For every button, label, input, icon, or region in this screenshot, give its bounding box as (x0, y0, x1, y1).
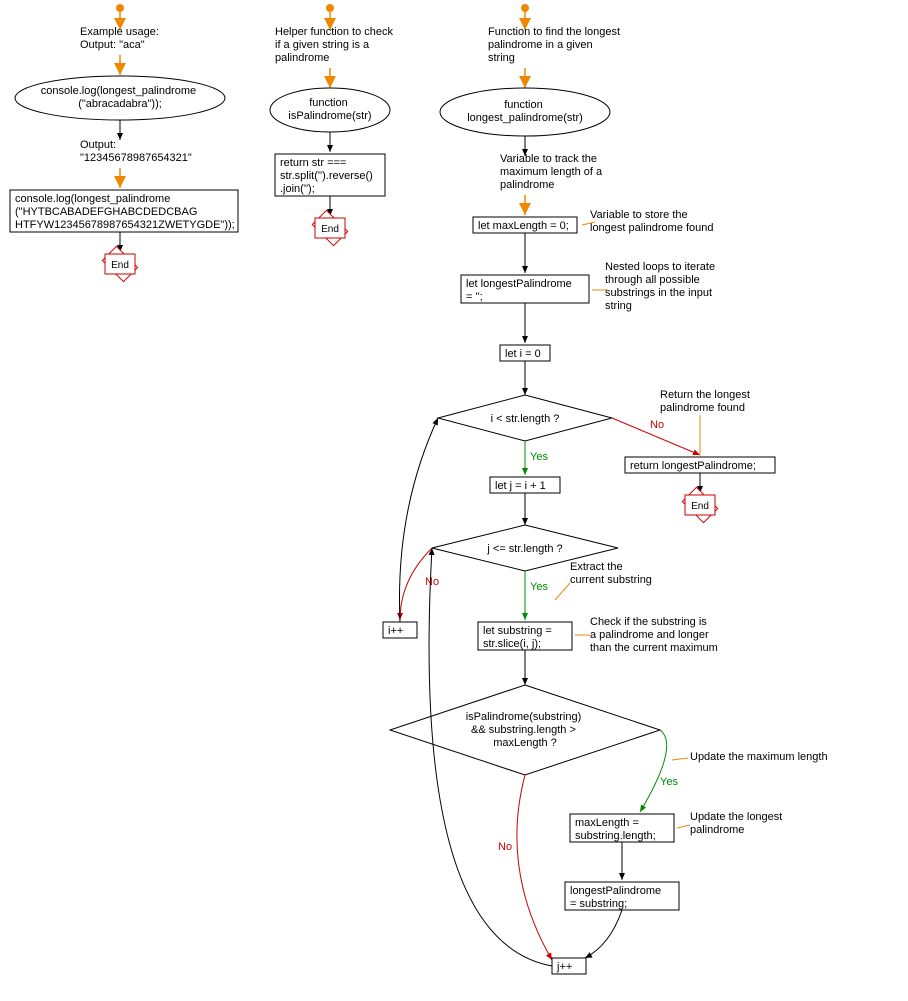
col3-comment2: Variable to track the maximum length of … (500, 153, 605, 191)
svg-text:let maxLength = 0;: let maxLength = 0; (478, 220, 569, 232)
col1-comment1: Example usage: Output: "aca" (80, 26, 162, 51)
svg-text:No: No (425, 576, 439, 588)
col1-comment2: Output: "12345678987654321" (80, 139, 192, 164)
col3-comment9: Update the longest palindrome (690, 811, 785, 836)
svg-text:End: End (321, 224, 339, 235)
col3-comment7: Check if the substring is a palindrome a… (590, 616, 718, 654)
svg-text:End: End (691, 501, 709, 512)
col3-comment5: Return the longest palindrome found (660, 389, 753, 414)
col3-comment1: Function to find the longest palindrome … (488, 26, 623, 64)
svg-text:j <= str.length ?: j <= str.length ? (486, 543, 562, 555)
svg-text:Yes: Yes (660, 776, 678, 788)
svg-text:No: No (498, 841, 512, 853)
svg-text:return longestPalindrome;: return longestPalindrome; (630, 460, 756, 472)
svg-text:End: End (111, 260, 129, 271)
col2-comment1: Helper function to check if a given stri… (275, 26, 396, 64)
col3-comment4: Nested loops to iterate through all poss… (605, 261, 718, 312)
svg-text:i < str.length ?: i < str.length ? (491, 413, 560, 425)
col2-end: End (312, 210, 347, 245)
svg-text:No: No (650, 419, 664, 431)
col3-end1: End (682, 487, 717, 522)
col3-comment8: Update the maximum length (690, 751, 828, 763)
col1-end: End (102, 246, 137, 281)
svg-text:j++: j++ (556, 961, 572, 973)
svg-text:let i = 0: let i = 0 (505, 348, 541, 360)
flowchart-svg: Example usage: Output: "aca" console.log… (0, 0, 908, 1001)
col3-comment6: Extract the current substring (570, 561, 652, 586)
svg-text:Yes: Yes (530, 451, 548, 463)
col3-comment3: Variable to store the longest palindrome… (590, 209, 714, 234)
svg-text:let j = i + 1: let j = i + 1 (495, 480, 546, 492)
svg-text:i++: i++ (388, 625, 403, 637)
svg-text:Yes: Yes (530, 581, 548, 593)
